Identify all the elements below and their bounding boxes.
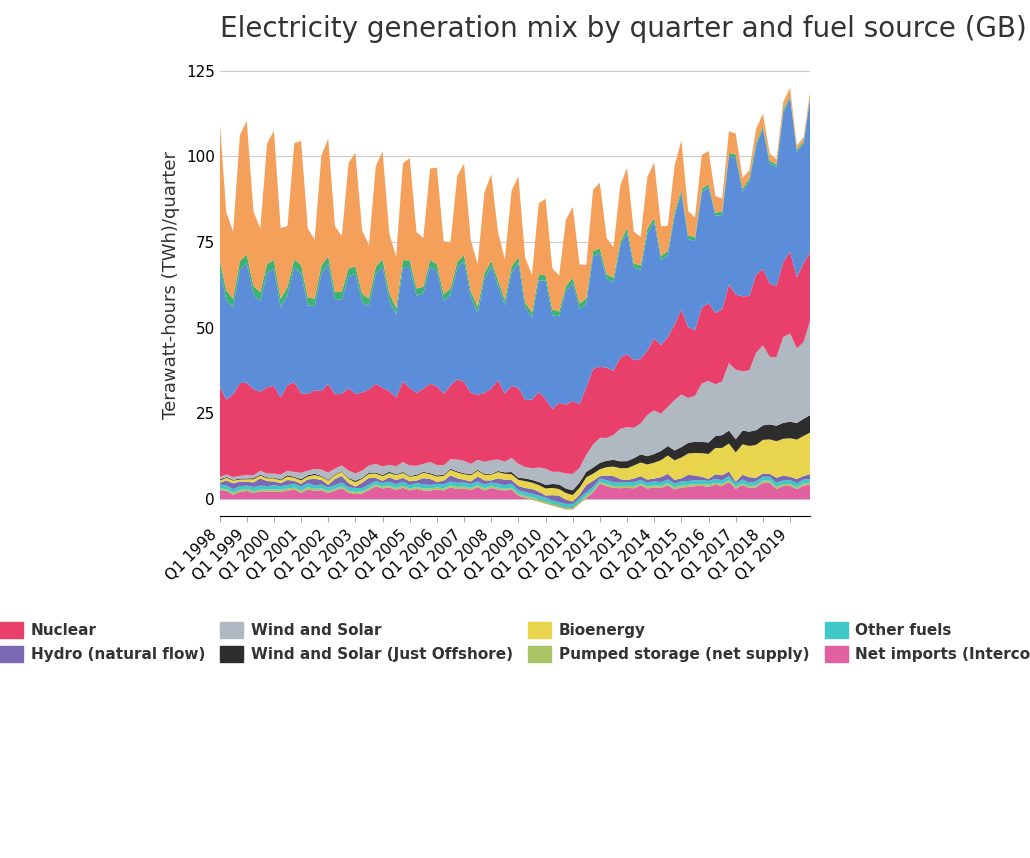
Y-axis label: Terawatt-hours (TWh)/quarter: Terawatt-hours (TWh)/quarter	[163, 151, 180, 419]
Text: Electricity generation mix by quarter and fuel source (GB): Electricity generation mix by quarter an…	[219, 15, 1026, 43]
Legend: Coal, Oil, Gas, Nuclear, Hydro (natural flow), Wind and Solar, Wind and Solar (J: Coal, Oil, Gas, Nuclear, Hydro (natural …	[0, 616, 1030, 692]
